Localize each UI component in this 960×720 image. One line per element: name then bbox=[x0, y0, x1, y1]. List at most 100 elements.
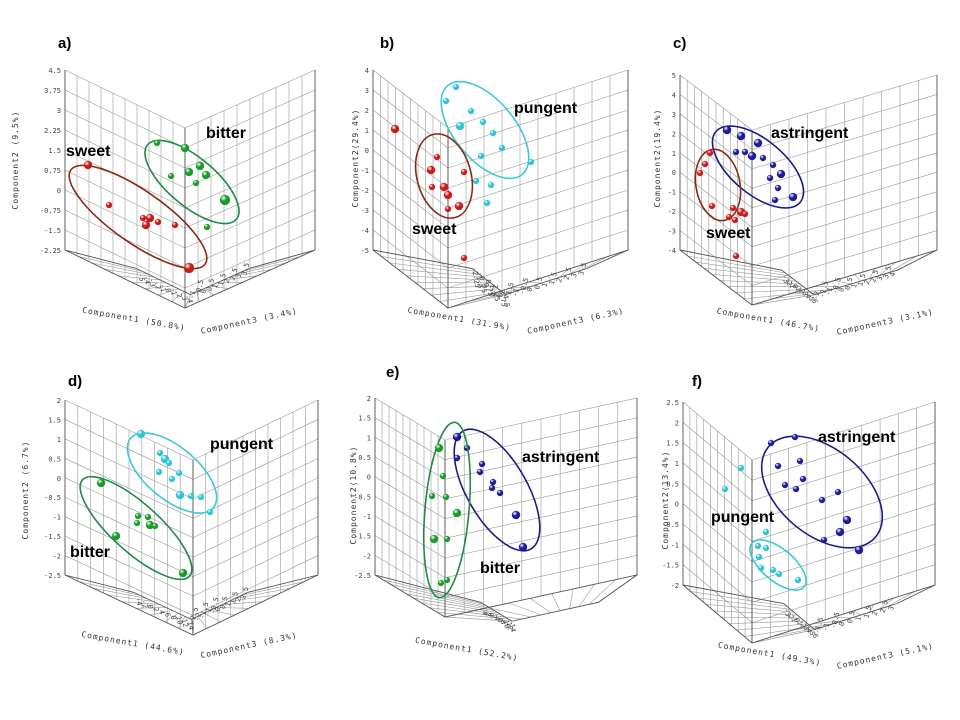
x-tick-label: -1 bbox=[158, 283, 167, 293]
data-point-astringent bbox=[759, 154, 767, 162]
data-point-pungent bbox=[769, 566, 777, 574]
y-tick-label: 1 bbox=[672, 150, 676, 158]
x-tick-label: -3 bbox=[781, 274, 790, 284]
z-tick-label: 0 bbox=[837, 287, 846, 293]
panel-label: a) bbox=[58, 35, 71, 52]
x-axis-label: Component1 (49.3%) bbox=[717, 641, 822, 668]
data-point-sweet bbox=[460, 254, 468, 262]
x-tick-label: -2 bbox=[153, 280, 162, 290]
y-tick-label: 1.5 bbox=[358, 415, 371, 423]
x-tick-label: 4 bbox=[805, 628, 814, 634]
data-point-sweet bbox=[105, 201, 113, 209]
z-tick-label: 2 bbox=[863, 279, 872, 285]
data-point-pungent bbox=[452, 83, 460, 91]
data-point-astringent bbox=[796, 457, 804, 465]
data-point-sweet bbox=[708, 202, 716, 210]
y-tick-label: -0.5 bbox=[662, 521, 679, 529]
x-tick-label: 8 bbox=[169, 615, 178, 621]
x-tick-label: 1 bbox=[169, 290, 178, 296]
z-tick-label: -1 bbox=[821, 622, 831, 632]
panel-a: a) 4.5 3.75 3 2.25 1.5 0.75 0 -0.75 -1.5 -2.25 -5-4… bbox=[11, 35, 316, 336]
x-axis-label: Component1 (50.8%) bbox=[82, 306, 187, 333]
y-axis-label: Component2(19.4%) bbox=[653, 109, 662, 208]
data-point-bitter bbox=[443, 535, 451, 543]
z-tick-label: 3 bbox=[876, 275, 885, 281]
y-tick-label: 4 bbox=[672, 91, 676, 99]
data-point-bitter bbox=[452, 508, 462, 518]
x-tick-label: 4 bbox=[492, 616, 501, 622]
x-tick-label: 12 bbox=[180, 618, 189, 628]
z-tick-label: 0.5 bbox=[844, 277, 855, 291]
y-tick-label: -0.5 bbox=[44, 494, 61, 502]
y-tick-label: 1.5 bbox=[48, 147, 61, 155]
y-tick-label: 1 bbox=[367, 434, 371, 442]
cluster-label-astringent: astringent bbox=[522, 449, 600, 466]
data-point-sweet bbox=[706, 149, 714, 157]
y-tick-label: -1 bbox=[53, 514, 61, 522]
z-tick-label: 0 bbox=[199, 288, 208, 294]
panel-label: e) bbox=[386, 364, 399, 381]
data-point-bitter bbox=[96, 478, 106, 488]
data-point-sweet bbox=[139, 214, 147, 222]
z-axis-label: Component3 (5.1%) bbox=[836, 641, 935, 670]
y-tick-label: -5 bbox=[361, 247, 369, 255]
data-point-pungent bbox=[442, 97, 450, 105]
panel-c: c)543210-1-2-3-4-3-2-10123456-2-1.5-1-0.… bbox=[653, 35, 938, 337]
data-point-sweet bbox=[454, 201, 464, 211]
y-tick-label: 2.5 bbox=[666, 399, 679, 407]
x-tick-label: -0.75 bbox=[477, 272, 489, 294]
data-point-astringent bbox=[496, 489, 504, 497]
cluster-label-bitter: bitter bbox=[206, 125, 246, 142]
data-point-bitter bbox=[428, 492, 436, 500]
x-tick-label: -1 bbox=[789, 613, 798, 623]
data-point-pungent bbox=[755, 553, 763, 561]
x-tick-label: 0 bbox=[164, 288, 173, 294]
data-point-sweet bbox=[439, 182, 449, 192]
data-point-pungent bbox=[757, 564, 765, 572]
z-tick-label: 2.5 bbox=[563, 267, 574, 281]
data-point-astringent bbox=[518, 542, 528, 552]
data-point-pungent bbox=[168, 475, 176, 483]
y-tick-label: -2 bbox=[668, 208, 676, 216]
z-tick-label: 3 bbox=[887, 605, 896, 611]
y-tick-label: 0.75 bbox=[44, 167, 61, 175]
data-point-pungent bbox=[489, 129, 497, 137]
z-axis-label: Component3 (3.1%) bbox=[836, 307, 935, 336]
z-tick-label: 3.5 bbox=[240, 262, 251, 276]
data-point-pungent bbox=[762, 544, 770, 552]
data-point-bitter bbox=[167, 172, 175, 180]
z-tick-label: 4 bbox=[888, 271, 897, 277]
z-tick-label: -0.5 bbox=[829, 611, 841, 629]
z-tick-label: 2 bbox=[234, 596, 243, 602]
y-tick-label: 2 bbox=[367, 395, 371, 403]
x-tick-label: 4 bbox=[185, 298, 194, 304]
y-tick-label: 2.25 bbox=[44, 127, 61, 135]
panel-label: f) bbox=[692, 373, 702, 390]
z-tick-label: 0 bbox=[526, 287, 535, 293]
data-point-bitter bbox=[219, 194, 231, 206]
z-tick-label: 2.5 bbox=[239, 586, 250, 600]
data-point-bitter bbox=[151, 522, 159, 530]
z-tick-label: -1 bbox=[824, 286, 834, 296]
x-tick-label: 4.5 bbox=[501, 294, 511, 308]
data-point-astringent bbox=[452, 432, 462, 442]
data-point-sweet bbox=[83, 160, 93, 170]
data-point-bitter bbox=[178, 568, 188, 578]
cluster-label-sweet: sweet bbox=[66, 143, 111, 160]
x-tick-label: -4 bbox=[142, 275, 151, 285]
x-tick-label: 6 bbox=[811, 633, 820, 639]
data-point-astringent bbox=[736, 131, 746, 141]
cluster-ellipse-bitter bbox=[144, 139, 240, 225]
x-tick-label: 2 bbox=[797, 289, 806, 295]
data-point-pungent bbox=[737, 464, 745, 472]
z-tick-label: 1.5 bbox=[548, 271, 559, 285]
x-tick-label: 8 bbox=[499, 619, 508, 625]
data-point-sweet bbox=[696, 169, 704, 177]
data-point-astringent bbox=[774, 462, 782, 470]
data-point-bitter bbox=[144, 513, 152, 521]
data-point-astringent bbox=[476, 468, 484, 476]
data-point-astringent bbox=[771, 196, 779, 204]
data-point-pungent bbox=[197, 493, 205, 501]
cluster-label-sweet: sweet bbox=[412, 221, 457, 238]
data-point-astringent bbox=[741, 148, 749, 156]
